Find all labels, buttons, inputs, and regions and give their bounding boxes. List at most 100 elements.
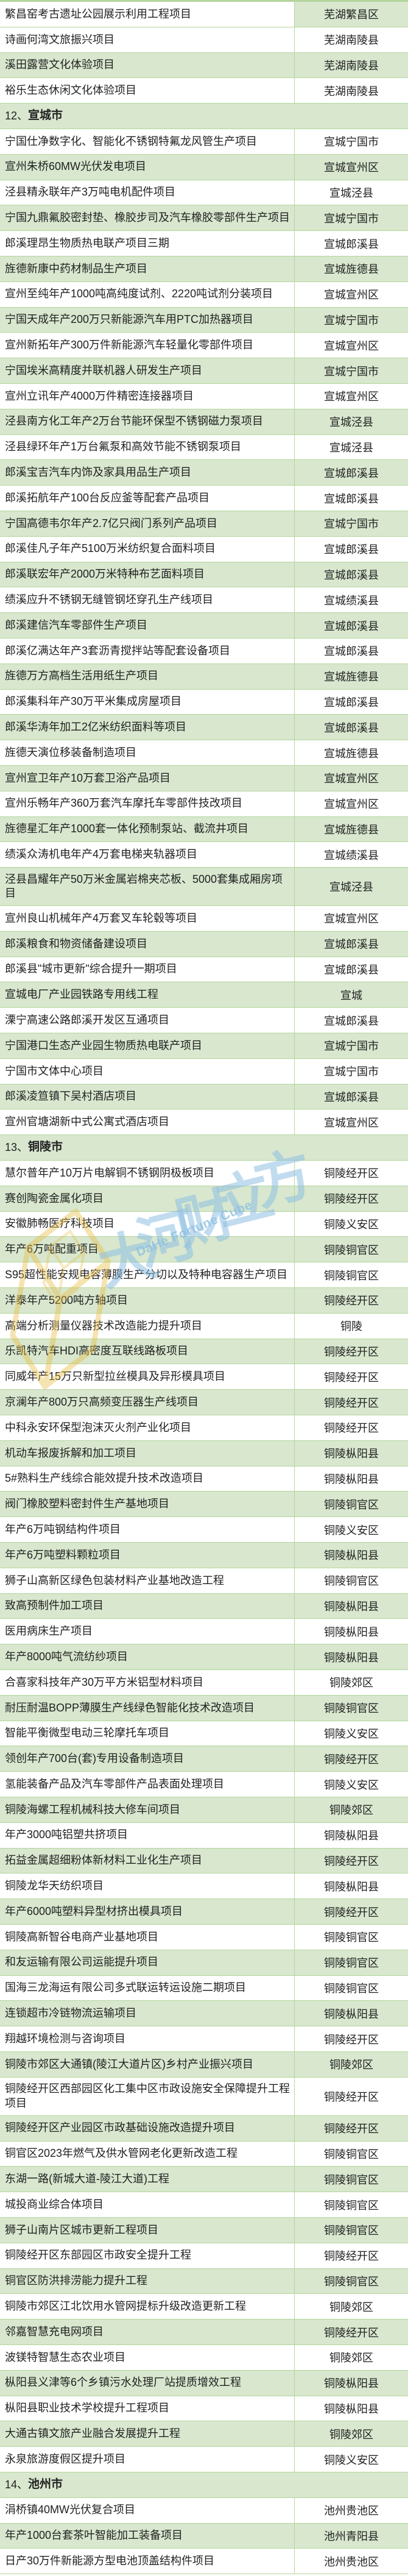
table-row: 洋泰年产5200吨方轴项目 铜陵经开区	[0, 1288, 408, 1314]
project-name: 泾县精永联年产3万吨电机配件项目	[5, 186, 176, 199]
section-header-row: 14、 池州市	[0, 2472, 408, 2498]
table-row: 宁国仕净数字化、智能化不锈钢特氟龙风管生产项目 宣城宁国市	[0, 129, 408, 155]
table-row: 同威年产15万只新型拉丝模具及异形模具项目 铜陵经开区	[0, 1364, 408, 1390]
project-name-cell: 郎溪亿满达年产3套沥青搅拌站等配套设备项目	[0, 638, 295, 663]
table-row: 旌德天演位移装备制造项目 宣城旌德县	[0, 740, 408, 766]
region-cell: 铜陵经开区	[324, 2033, 379, 2046]
region-cell: 铜陵经开区	[324, 1422, 379, 1435]
region-cell: 铜陵义安区	[324, 1778, 379, 1791]
table-row: 宣州乐畅年产360万套汽车摩托车零部件技改项目 宣城宣州区	[0, 791, 408, 817]
region-cell: 宣城旌德县	[324, 263, 379, 276]
region-cell: 铜陵义安区	[324, 2454, 379, 2466]
project-name: 铜官区2023年燃气及供水管网老化更新改造工程	[5, 2147, 238, 2160]
region-cell: 宣城旌德县	[324, 823, 379, 836]
table-row: 国海三龙海运有限公司多式联运转运设施二期项目 铜陵铜官区	[0, 1975, 408, 2001]
table-row: 旌德新康中药材制品生产项目 宣城旌德县	[0, 256, 408, 282]
project-name: 宣城电厂产业园铁路专用线工程	[5, 988, 158, 1001]
project-name-cell: 阀门橡胶塑料密封件生产基地项目	[0, 1491, 295, 1517]
table-row: 宣州良山机械年产4万套叉车轮毂等项目 宣城宣州区	[0, 906, 408, 932]
table-row: 翔越环境检测与咨询项目 铜陵经开区	[0, 2026, 408, 2052]
project-name-cell: 枞阳县职业技术学校提升工程项目	[0, 2396, 295, 2421]
region-cell: 铜陵枞阳县	[324, 2377, 379, 2390]
project-name-cell: 耐压耐温BOPP薄膜生产线绿色智能化技术改造项目	[0, 1695, 295, 1721]
project-name-cell: 国海三龙海运有限公司多式联运转运设施二期项目	[0, 1975, 295, 2001]
project-name-cell: 溧宁高速公路郎溪开发区互通项目	[0, 1008, 295, 1033]
project-name-cell: 宁国天成年产200万只新能源汽车用PTC加热器项目	[0, 307, 295, 333]
project-name-cell: 年产8000吨气流纺纱项目	[0, 1644, 295, 1669]
table-row: 机动车报废拆解和加工项目 铜陵枞阳县	[0, 1440, 408, 1467]
table-row: 铜陵市郊区江北饮用水管网提标升级改造更新工程 铜陵郊区	[0, 2294, 408, 2320]
project-name: 机动车报废拆解和加工项目	[5, 1446, 136, 1459]
project-name-cell: 京澜年产800万只高频变压器生产线项目	[0, 1390, 295, 1415]
project-name: 绩溪众涛机电年产4万套电梯夹轨器项目	[5, 848, 198, 860]
project-name: 铜陵高新智谷电商产业基地项目	[5, 1930, 158, 1943]
project-name-cell: 铜陵经开区产业园区市政基础设施改造提升项目	[0, 2115, 295, 2141]
project-name: 洋泰年产5200吨方轴项目	[5, 1293, 128, 1306]
region-cell: 铜陵枞阳县	[324, 1880, 379, 1893]
project-name-cell: 同威年产15万只新型拉丝模具及异形模具项目	[0, 1364, 295, 1390]
region-cell: 铜陵经开区	[324, 1855, 379, 1867]
project-name-cell: 宣州官塘湖新中式公寓式酒店项目	[0, 1109, 295, 1135]
project-name-cell: 领创年产700台(套)专用设备制造项目	[0, 1746, 295, 1772]
project-name: 年产8000吨气流纺纱项目	[5, 1650, 128, 1663]
project-name: 永泉旅游度假区提升项目	[5, 2452, 125, 2465]
region-cell: 池州青阳县	[324, 2530, 379, 2542]
region-cell: 铜陵铜官区	[324, 1244, 379, 1256]
table-row: 拓益金属超细粉体新材料工业化生产项目 铜陵经开区	[0, 1848, 408, 1874]
project-name-cell: 波镁特智慧生态农业项目	[0, 2344, 295, 2370]
region-cell: 铜陵郊区	[329, 2428, 373, 2441]
region-cell: 铜陵经开区	[324, 2250, 379, 2263]
project-name: 郎溪佳凡子年产5100万米纺织复合面料项目	[5, 542, 216, 555]
region-cell: 铜陵铜官区	[324, 1575, 379, 1588]
region-cell: 宣城宁国市	[324, 314, 379, 327]
region-cell: 宣城宣州区	[324, 913, 379, 925]
project-name-cell: 邻嘉智慧充电网项目	[0, 2319, 295, 2344]
project-name: 裕乐生态休闲文化体验项目	[5, 84, 136, 97]
table-row: 连锁超市冷链物流运输项目 铜陵枞阳县	[0, 2001, 408, 2027]
project-name: 狮子山南片区城市更新工程项目	[5, 2223, 158, 2236]
project-name-cell: 郎溪凌笪镇下吴村酒店项目	[0, 1084, 295, 1109]
region-cell: 铜陵枞阳县	[324, 2402, 379, 2415]
table-row: 年产8000吨气流纺纱项目 铜陵枞阳县	[0, 1644, 408, 1670]
project-name: 中科永安环保型泡沫灭火剂产业化项目	[5, 1421, 191, 1434]
region-cell: 宣城宣州区	[324, 289, 379, 302]
project-name: 溪田露营文化体验项目	[5, 58, 114, 71]
project-name-cell: 医用病床生产项目	[0, 1619, 295, 1644]
project-name-cell: 宣城电厂产业园铁路专用线工程	[0, 982, 295, 1008]
project-name: 郎溪建信汽车零部件生产项目	[5, 618, 147, 631]
project-name-cell: 郎溪粮食和物资储备建设项目	[0, 931, 295, 957]
project-name: 连锁超市冷链物流运输项目	[5, 2007, 136, 2020]
table-row: 年产6万吨钢结构件项目 铜陵义安区	[0, 1517, 408, 1543]
project-name-cell: 宁国仕净数字化、智能化不锈钢特氟龙风管生产项目	[0, 129, 295, 154]
project-name-cell: 旌德万方高档生活用纸生产项目	[0, 663, 295, 689]
table-row: 泾县昌耀年产50万米金属岩棉夹芯板、5000套集成厢房项目 宣城泾县	[0, 868, 408, 907]
project-name: 慧尔普年产10万片电解铜不锈钢阴极板项目	[5, 1166, 215, 1179]
table-row: 合喜家科技年产30万平方米铝型材料项目 铜陵郊区	[0, 1670, 408, 1696]
project-name-cell: 氢能装备产品及汽车零部件产品表面处理项目	[0, 1772, 295, 1797]
project-name-cell: 年产6万吨塑料颗粒项目	[0, 1543, 295, 1568]
project-name-cell: 东湖一路(新城大道-陵江大道)工程	[0, 2167, 295, 2192]
region-cell: 宣城	[340, 989, 362, 1002]
table-row: 宣州立讯年产4000万件精密连接器项目 宣城宣州区	[0, 383, 408, 409]
project-name-cell: 狮子山南片区城市更新工程项目	[0, 2217, 295, 2243]
region-cell: 宣城郎溪县	[324, 938, 379, 951]
region-cell: 铜陵义安区	[324, 1219, 379, 1231]
project-name: 郎溪理昂生物质热电联产项目三期	[5, 236, 169, 249]
project-name: 宁国九鼎氟胶密封垫、橡胶步司及汽车橡胶零部件生产项目	[5, 211, 290, 224]
region-cell: 铜陵郊区	[329, 2059, 373, 2072]
region-cell: 铜陵铜官区	[324, 1498, 379, 1511]
region-cell: 铜陵枞阳县	[324, 1830, 379, 1842]
region-cell: 铜陵经开区	[324, 1295, 379, 1307]
region-cell: 铜陵铜官区	[324, 2173, 379, 2186]
section-city: 池州市	[28, 2477, 63, 2491]
project-name-cell: 连锁超市冷链物流运输项目	[0, 2001, 295, 2026]
project-name-cell: 翔越环境检测与咨询项目	[0, 2026, 295, 2051]
project-name: 枞阳县义津等6个乡镇污水处理厂站提质增效工程	[5, 2376, 242, 2389]
table-row: 郎溪县"城市更新"综合提升一期项目 宣城郎溪县	[0, 957, 408, 983]
project-name: 年产6万吨钢结构件项目	[5, 1523, 121, 1535]
table-row: 智能平衡微型电动三轮摩托车项目 铜陵义安区	[0, 1721, 408, 1747]
project-name-cell: 智能平衡微型电动三轮摩托车项目	[0, 1721, 295, 1746]
region-cell: 宣城泾县	[329, 881, 373, 894]
